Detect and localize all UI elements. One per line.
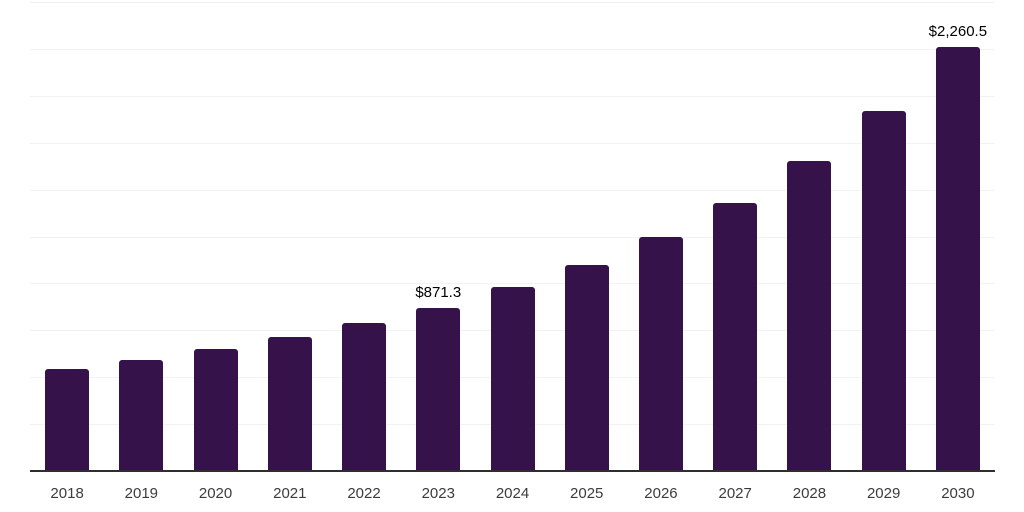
x-tick-2029: 2029 (866, 485, 901, 502)
bar-2024 (490, 286, 535, 471)
gridline-2250 (30, 48, 995, 50)
gridline-2000 (30, 95, 995, 97)
gridline-1250 (30, 236, 995, 238)
x-tick-2022: 2022 (347, 485, 381, 502)
x-tick-2024: 2024 (495, 485, 530, 502)
x-tick-2020: 2020 (198, 485, 233, 502)
x-tick-2018: 2018 (50, 485, 84, 502)
bar-2018 (45, 368, 90, 471)
bar-2028 (787, 160, 832, 471)
x-tick-2025: 2025 (570, 485, 604, 502)
value-label-2023: $871.3 (415, 283, 462, 301)
bar-2020 (193, 349, 238, 471)
x-tick-2028: 2028 (792, 485, 827, 502)
bar-2021 (267, 337, 312, 471)
bar-2023 (416, 307, 461, 471)
gridline-1500 (30, 189, 995, 191)
x-tick-2027: 2027 (718, 485, 752, 502)
bar-2022 (342, 322, 387, 471)
x-axis-line (30, 470, 995, 472)
x-tick-2023: 2023 (421, 485, 455, 502)
x-tick-2021: 2021 (273, 485, 307, 502)
x-tick-2019: 2019 (124, 485, 159, 502)
value-label-2030: $2,260.5 (928, 22, 988, 40)
gridline-1750 (30, 142, 995, 144)
bar-2029 (861, 110, 906, 471)
gridline-1000 (30, 283, 995, 285)
x-tick-2026: 2026 (644, 485, 678, 502)
bar-2027 (713, 202, 758, 471)
bar-2026 (638, 236, 683, 471)
bar-2019 (119, 359, 164, 471)
bar-2025 (564, 265, 609, 471)
bar-2030 (935, 46, 980, 471)
gridline-2500 (30, 2, 995, 3)
x-tick-2030: 2030 (941, 485, 975, 502)
